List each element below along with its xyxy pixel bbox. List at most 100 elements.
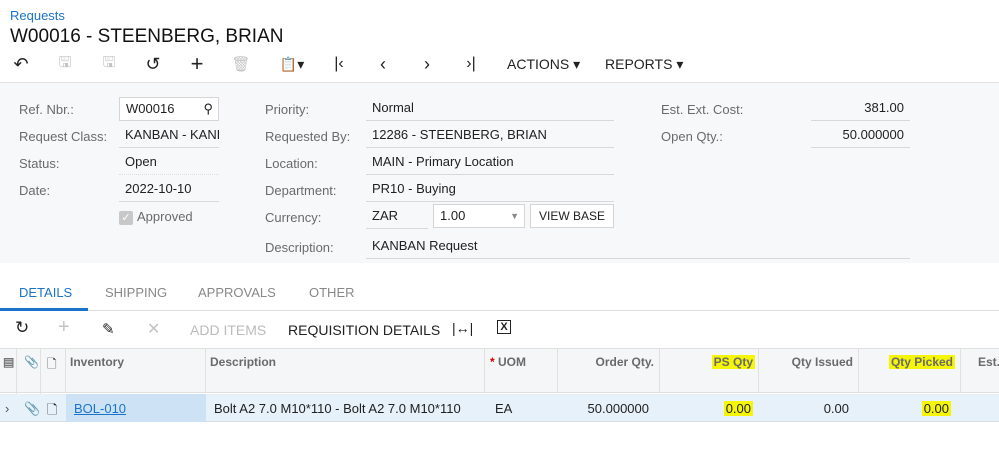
search-icon[interactable]: ⚲ [203, 101, 213, 116]
description-field[interactable]: KANBAN Request [366, 235, 910, 259]
col-divider [557, 348, 558, 393]
prev-icon[interactable]: ‹ [380, 53, 386, 74]
row-selector-icon: ▤ [3, 355, 15, 369]
approved-label: Approved [137, 209, 193, 224]
qty-picked-cell[interactable]: 0.00 [858, 401, 951, 416]
col-divider [960, 348, 961, 393]
ps-qty-cell[interactable]: 0.00 [660, 401, 753, 416]
col-qty-issued[interactable]: Qty Issued [791, 355, 853, 369]
tab-details[interactable]: DETAILS [19, 285, 73, 300]
actions-label: ACTIONS [507, 56, 570, 72]
approved-checkbox[interactable]: ✓ [119, 211, 133, 225]
attachment-icon: 📎 [24, 355, 39, 369]
save-icon[interactable]: 🖫 [102, 53, 116, 71]
excel-export-icon[interactable]: X [497, 320, 511, 334]
open-qty-label: Open Qty.: [661, 129, 723, 144]
col-divider [205, 348, 206, 393]
currency-label: Currency: [265, 210, 322, 225]
inventory-link[interactable]: BOL-010 [74, 401, 127, 416]
qty-issued-cell[interactable]: 0.00 [823, 401, 849, 416]
col-order-qty[interactable]: Order Qty. [595, 355, 654, 369]
last-icon[interactable]: ›| [466, 55, 476, 72]
tab-other[interactable]: OTHER [309, 285, 355, 300]
col-divider [484, 348, 485, 393]
date-label: Date: [19, 183, 51, 198]
back-icon[interactable]: ↶ [13, 53, 29, 74]
note-icon: 🗋 [47, 357, 57, 371]
view-base-button[interactable]: VIEW BASE [530, 204, 614, 228]
next-icon[interactable]: › [424, 53, 430, 74]
tab-shipping[interactable]: SHIPPING [105, 285, 168, 300]
active-tab-indicator [0, 308, 88, 311]
description-label: Description: [265, 240, 334, 255]
rate-select[interactable]: 1.00 ▼ [433, 204, 525, 228]
description-cell[interactable]: Bolt A2 7.0 M10*110 - Bolt A2 7.0 M10*11… [214, 401, 461, 416]
actions-menu[interactable]: ACTIONS ▾ [507, 56, 581, 72]
tab-approvals[interactable]: APPROVALS [198, 285, 276, 300]
department-field[interactable]: PR10 - Buying [366, 178, 614, 202]
page-title: W00016 - STEENBERG, BRIAN [10, 26, 284, 47]
status-field: Open [119, 151, 219, 175]
col-description[interactable]: Description [210, 355, 277, 369]
delete-row-icon[interactable]: ✕ [147, 321, 161, 338]
requested-by-field[interactable]: 12286 - STEENBERG, BRIAN [366, 124, 614, 148]
est-ext-cost-field: 381.00 [811, 97, 910, 121]
col-divider [659, 348, 660, 393]
col-qty-picked[interactable]: Qty Picked [858, 355, 955, 369]
undo-icon[interactable]: ↺ [145, 53, 161, 74]
open-qty-field: 50.000000 [811, 124, 910, 148]
col-qty-picked-label: Qty Picked [888, 355, 955, 369]
refresh-icon[interactable]: ↻ [15, 318, 30, 337]
location-field[interactable]: MAIN - Primary Location [366, 151, 614, 175]
col-ps-qty[interactable]: PS Qty [660, 355, 755, 369]
clipboard-icon[interactable]: 📋▾ [279, 55, 305, 72]
add-row-icon[interactable]: + [58, 316, 70, 338]
save-close-icon[interactable]: 🖫 [58, 53, 72, 71]
row-expand-icon[interactable]: › [5, 401, 10, 416]
location-label: Location: [265, 156, 318, 171]
request-class-field[interactable]: KANBAN - KANBAN [119, 124, 219, 148]
col-divider [65, 348, 66, 393]
col-uom[interactable]: * UOM [490, 355, 526, 369]
ps-qty-value: 0.00 [723, 401, 753, 416]
col-divider [858, 348, 859, 393]
first-icon[interactable]: |‹ [334, 55, 344, 72]
add-icon[interactable]: + [190, 51, 204, 76]
rate-value: 1.00 [440, 208, 466, 223]
divider [0, 82, 999, 83]
uom-cell[interactable]: EA [495, 401, 513, 416]
add-items-button[interactable]: ADD ITEMS [190, 322, 267, 338]
edit-icon[interactable]: ✎ [102, 321, 115, 338]
priority-field[interactable]: Normal [366, 97, 614, 121]
est-ext-cost-label: Est. Ext. Cost: [661, 102, 744, 117]
grid-header [0, 348, 999, 393]
tab-bar [0, 277, 999, 311]
delete-icon[interactable]: 🗑 [231, 56, 251, 73]
required-mark: * [490, 355, 495, 369]
col-est[interactable]: Est. [978, 355, 999, 369]
reports-menu[interactable]: REPORTS ▾ [605, 56, 684, 72]
ref-nbr-input[interactable]: W00016 ⚲ [119, 97, 219, 121]
row-attachment-icon[interactable]: 📎 [24, 401, 41, 416]
ref-nbr-label: Ref. Nbr.: [19, 102, 74, 117]
qty-picked-value: 0.00 [921, 401, 951, 416]
col-divider [758, 348, 759, 393]
breadcrumb[interactable]: Requests [10, 8, 65, 23]
requested-by-label: Requested By: [265, 129, 351, 144]
order-qty-cell[interactable]: 50.000000 [587, 401, 649, 416]
status-label: Status: [19, 156, 60, 171]
col-divider [40, 348, 41, 422]
ref-nbr-value: W00016 [126, 101, 175, 116]
col-divider [16, 348, 17, 422]
col-inventory[interactable]: Inventory [70, 355, 125, 369]
priority-label: Priority: [265, 102, 310, 117]
col-ps-qty-label: PS Qty [711, 355, 755, 369]
requisition-details-button[interactable]: REQUISITION DETAILS [288, 322, 441, 338]
department-label: Department: [265, 183, 337, 198]
fit-columns-icon[interactable]: |↔| [452, 320, 474, 336]
currency-field[interactable]: ZAR [366, 205, 428, 229]
col-uom-label: UOM [498, 355, 527, 369]
row-note-icon[interactable]: 🗋 [47, 402, 58, 417]
selected-cell [66, 394, 206, 422]
date-field[interactable]: 2022-10-10 [119, 178, 219, 202]
